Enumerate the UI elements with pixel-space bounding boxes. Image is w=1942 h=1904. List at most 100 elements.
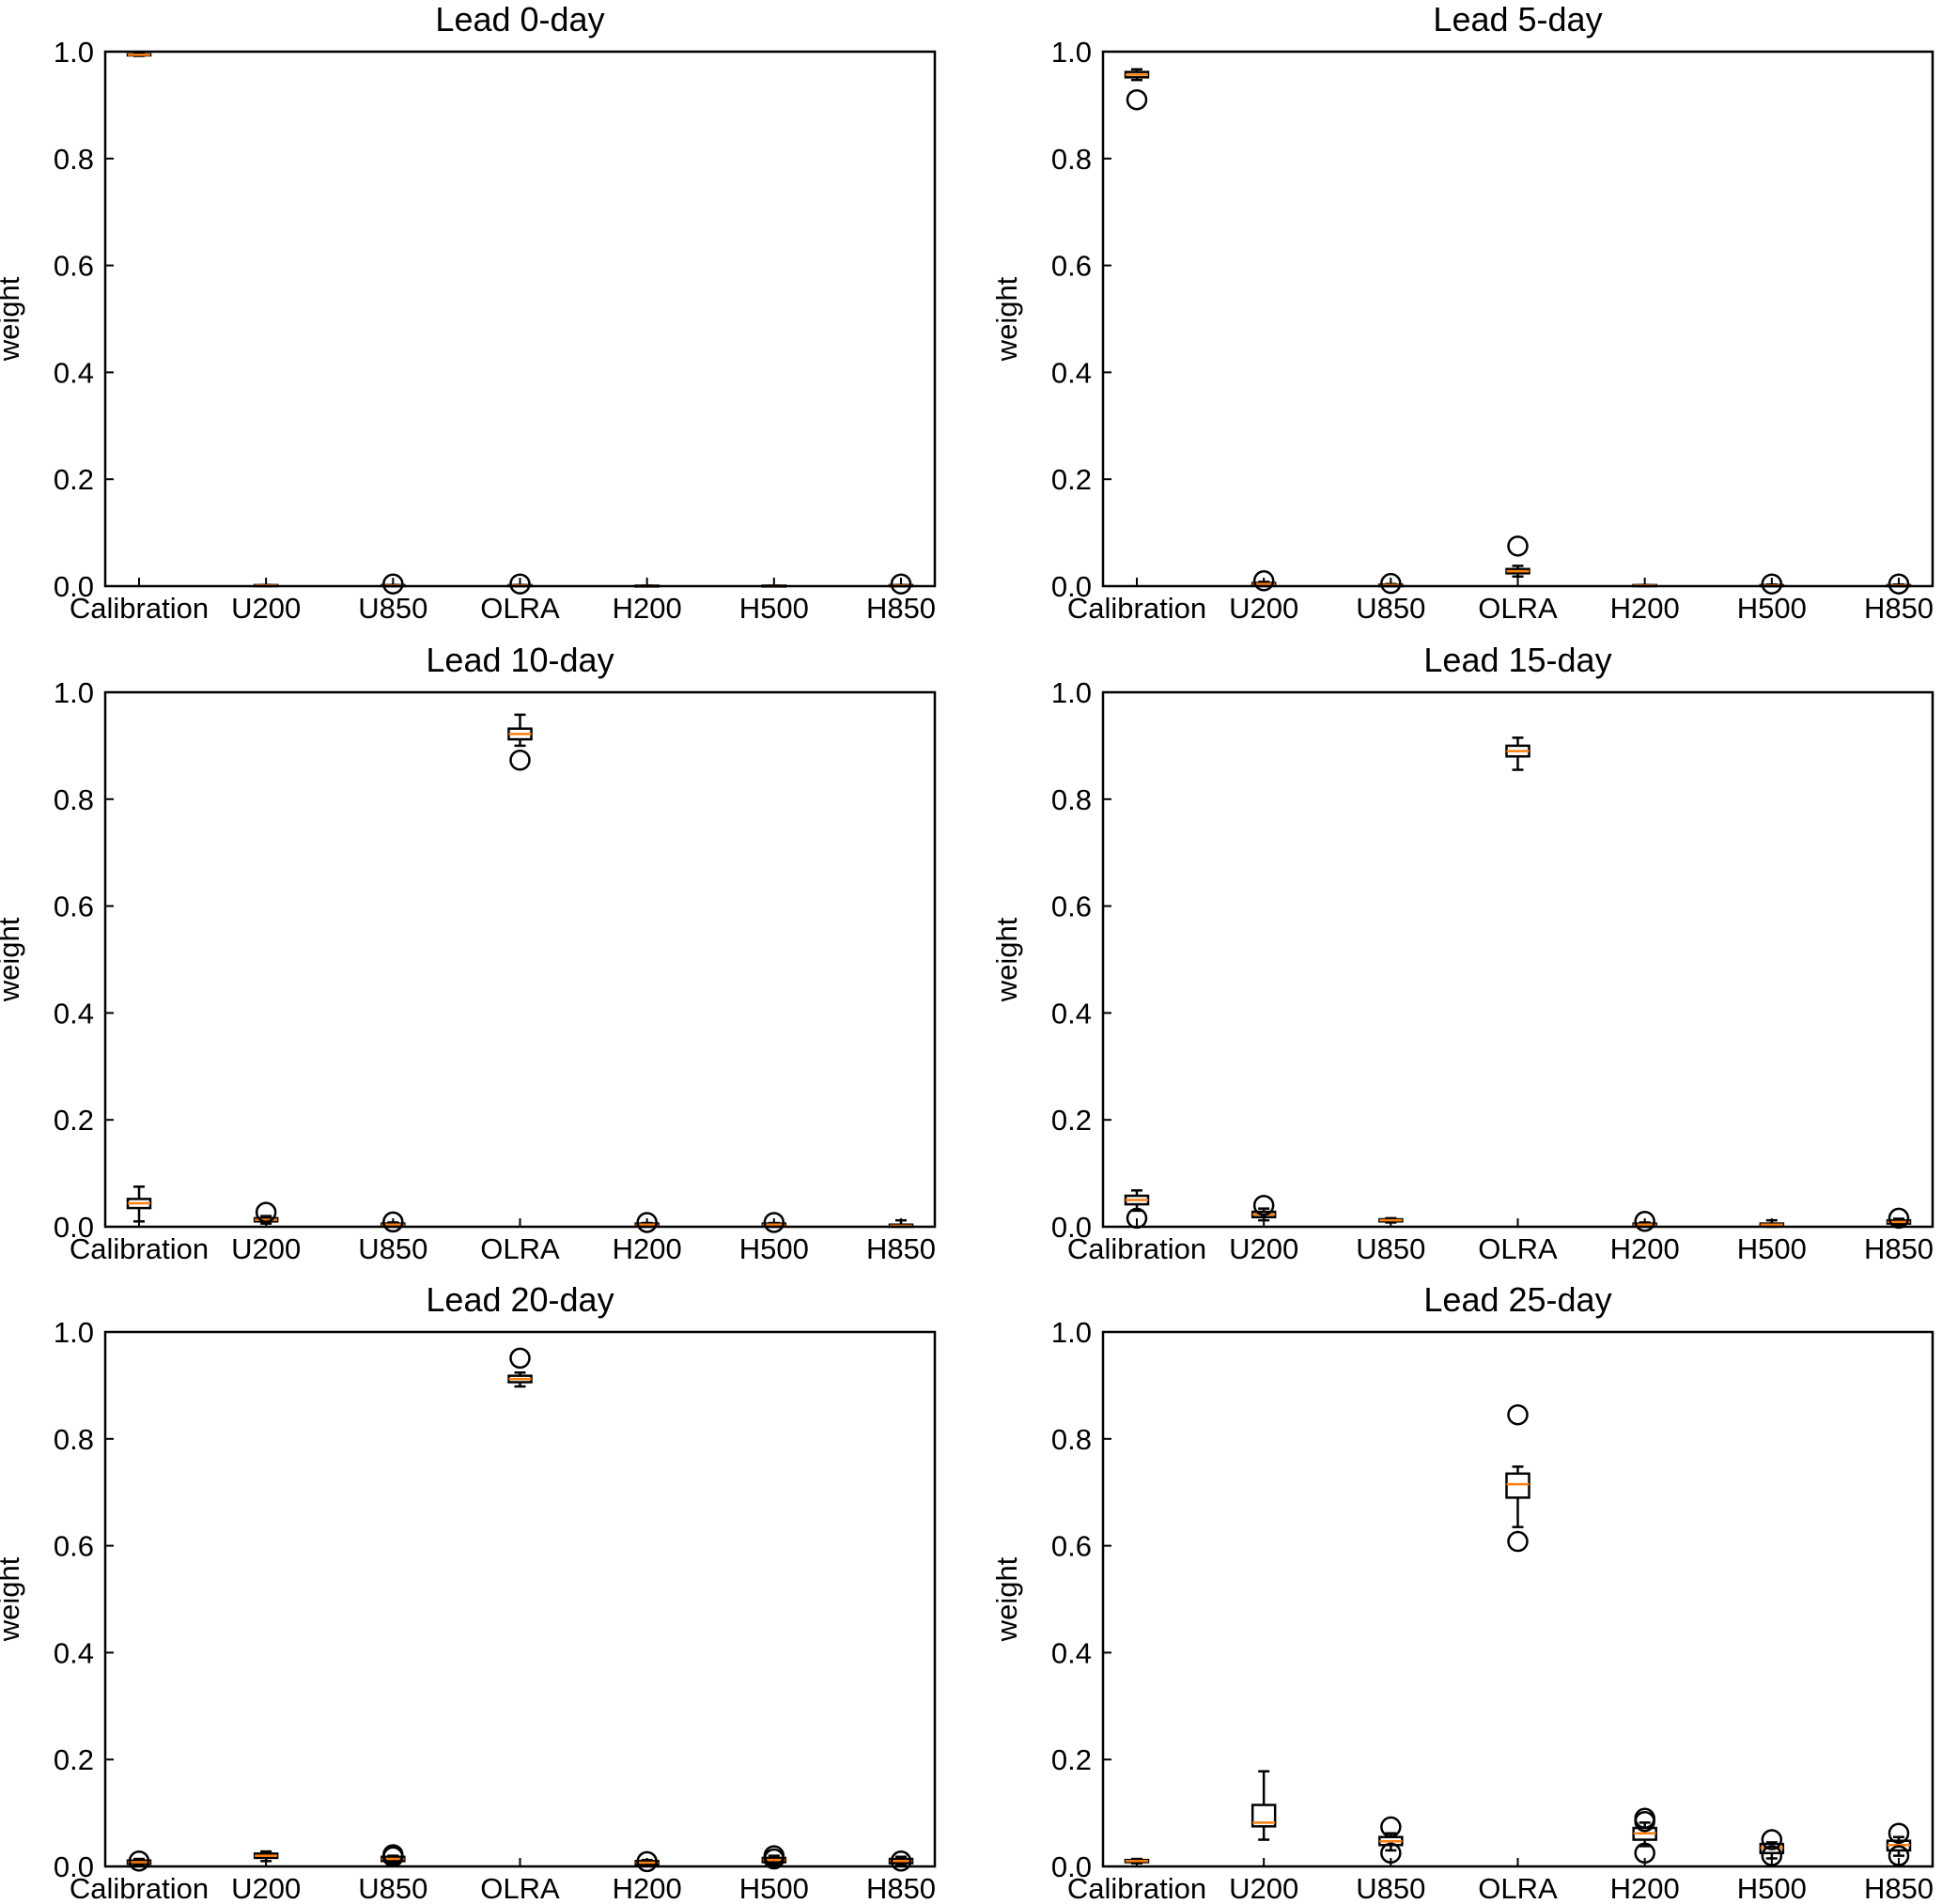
x-tick-label: U850 <box>1356 1872 1425 1904</box>
axes-frame <box>103 690 937 1229</box>
x-tick-label: H200 <box>1610 1232 1680 1265</box>
y-tick-label: 0.6 <box>1051 890 1092 923</box>
y-tick-label: 1.0 <box>1051 676 1092 709</box>
x-tick-label: H850 <box>1864 1232 1934 1265</box>
flier-point <box>1634 1211 1655 1232</box>
x-tick-label: Calibration <box>1067 1872 1206 1904</box>
flier-point <box>509 750 531 771</box>
axes-frame <box>1101 1330 1934 1868</box>
y-tick-label: 0.2 <box>1051 1743 1092 1776</box>
subplot-4: Lead 20-day weight 0.0 0.2 0.4 0.6 0.8 1.0 Calib… <box>0 1280 937 1904</box>
subplot-title: Lead 25-day <box>1423 1280 1611 1319</box>
flier-point <box>636 1212 658 1233</box>
x-tick-label: H850 <box>866 1232 936 1265</box>
x-tick-label: H200 <box>1610 592 1680 625</box>
box-h850 <box>888 573 914 595</box>
box-olra <box>507 1347 533 1388</box>
y-tick-label: 0.0 <box>1051 1850 1092 1883</box>
x-tick-label: U200 <box>1229 1232 1298 1265</box>
x-tick-label: OLRA <box>1478 1232 1558 1265</box>
y-tick-label: 1.0 <box>54 36 94 69</box>
x-tick-label: U200 <box>1229 592 1298 625</box>
flier-point <box>509 573 531 595</box>
x-tick-label: H500 <box>739 592 809 625</box>
x-tick-label: Calibration <box>1067 1232 1206 1265</box>
x-tick-label: OLRA <box>480 1872 560 1904</box>
box-olra <box>507 713 533 771</box>
flier-point <box>890 573 912 595</box>
x-tick-label: Calibration <box>70 1232 209 1265</box>
x-tick-label: U200 <box>231 1232 301 1265</box>
x-tick-label: U850 <box>358 592 427 625</box>
flier-point <box>509 1347 531 1370</box>
y-tick-label: 0.8 <box>54 783 94 816</box>
flier-point <box>636 1850 658 1873</box>
box-u850 <box>1378 1816 1404 1865</box>
box-rect <box>1251 1803 1277 1828</box>
flier-point <box>763 1212 785 1233</box>
flier-point <box>1888 1845 1910 1866</box>
box-u200 <box>1251 570 1277 592</box>
box-rect <box>1505 1472 1530 1499</box>
box-calibration <box>126 1850 152 1872</box>
x-tick-label: H500 <box>739 1232 809 1265</box>
y-tick-label: 0.8 <box>1051 783 1092 816</box>
x-tick-label: H200 <box>613 1872 682 1904</box>
box-h850 <box>1886 1822 1912 1866</box>
box-u850 <box>1378 572 1404 595</box>
x-tick-label: H500 <box>1737 592 1807 625</box>
box-u200 <box>253 1850 279 1863</box>
y-tick-label: 0.8 <box>1051 143 1092 176</box>
box-h200 <box>634 1850 660 1873</box>
y-tick-label: 0.6 <box>1051 1530 1092 1563</box>
y-tick-label: 0.2 <box>1051 463 1092 496</box>
flier-point <box>1507 535 1529 557</box>
box-h500 <box>1759 1829 1785 1866</box>
y-axis-label: weight <box>0 276 25 362</box>
box-u850 <box>381 1844 406 1868</box>
flier-point <box>1126 88 1148 111</box>
y-axis-label: weight <box>990 917 1023 1002</box>
box-olra <box>507 573 533 595</box>
y-axis-label: weight <box>0 917 25 1002</box>
y-tick-label: 0.6 <box>54 890 94 923</box>
flier-point <box>1507 1530 1529 1553</box>
x-tick-label: U850 <box>1356 1232 1425 1265</box>
y-tick-label: 0.2 <box>1051 1104 1092 1137</box>
box-h200 <box>634 1212 660 1233</box>
flier-point <box>890 1850 912 1872</box>
flier-point <box>1507 1403 1529 1426</box>
flier-point <box>1252 570 1275 592</box>
axes-frame <box>103 1330 937 1868</box>
box-h200 <box>1632 1807 1657 1865</box>
subplot-1: Lead 5-day weight 0.0 0.2 0.4 0.6 0.8 1.0 Calibr… <box>990 0 1934 625</box>
x-tick-label: OLRA <box>1478 592 1558 625</box>
flier-point <box>255 1201 277 1223</box>
subplot-0: Lead 0-day weight 0.0 0.2 0.4 0.6 0.8 1.0 Calibr… <box>0 0 937 625</box>
flier-point <box>1888 1822 1910 1844</box>
x-tick-label: U850 <box>358 1232 427 1265</box>
flier-point <box>128 1850 150 1872</box>
flier-point <box>382 1211 404 1233</box>
y-tick-label: 1.0 <box>1051 36 1092 69</box>
axes-frame <box>103 50 937 588</box>
y-axis-label: weight <box>990 276 1023 362</box>
x-tick-label: Calibration <box>70 1872 209 1904</box>
subplot-title: Lead 10-day <box>426 641 614 679</box>
subplot-3: Lead 15-day weight 0.0 0.2 0.4 0.6 0.8 1.0 Calib… <box>990 641 1934 1265</box>
y-tick-label: 0.2 <box>54 1743 94 1776</box>
flier-point <box>763 1845 785 1866</box>
box-olra <box>1505 1403 1530 1553</box>
y-tick-label: 0.0 <box>1051 1211 1092 1244</box>
y-tick-label: 0.0 <box>54 1850 94 1883</box>
subplot-title: Lead 0-day <box>435 0 604 39</box>
box-h200 <box>1632 1211 1657 1232</box>
box-h500 <box>1759 573 1785 595</box>
box-calibration <box>126 1185 152 1223</box>
x-tick-label: H850 <box>866 1872 936 1904</box>
y-tick-label: 0.6 <box>1051 250 1092 283</box>
y-tick-label: 0.2 <box>54 1104 94 1137</box>
x-tick-label: OLRA <box>1478 1872 1558 1904</box>
box-calibration <box>1124 1857 1150 1865</box>
y-tick-label: 0.4 <box>1051 356 1092 389</box>
